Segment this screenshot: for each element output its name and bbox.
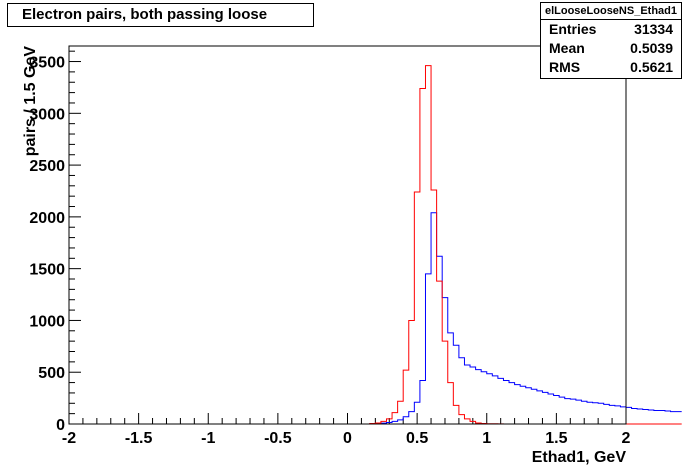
histogram-series-blue — [69, 212, 682, 425]
y-tick-label: 1500 — [29, 262, 65, 279]
x-tick-label: -0.5 — [264, 430, 292, 447]
stats-mean-label: Mean — [549, 40, 585, 56]
x-tick-label: 1 — [482, 430, 491, 447]
x-axis-label: Ethad1, GeV — [532, 449, 627, 466]
x-tick-label: 0 — [343, 430, 352, 447]
stats-entries-label: Entries — [549, 21, 597, 37]
chart-title: Electron pairs, both passing loose — [7, 3, 314, 27]
stats-row-mean: Mean 0.5039 — [541, 39, 681, 58]
x-tick-label: -1 — [201, 430, 215, 447]
histogram-series-red — [69, 65, 682, 425]
stats-rms-label: RMS — [549, 59, 581, 75]
plot-frame — [68, 45, 627, 425]
y-tick-marks — [69, 50, 81, 425]
x-tick-label: -2 — [62, 430, 76, 447]
x-tick-label: -1.5 — [125, 430, 153, 447]
y-tick-label: 2000 — [29, 210, 65, 227]
y-axis-label: pairs / 1.5 GeV — [22, 46, 39, 157]
y-tick-label: 1000 — [29, 313, 65, 330]
x-tick-labels: -2 -1.5 -1 -0.5 0 0.5 1 1.5 2 — [62, 430, 631, 447]
x-tick-label: 1.5 — [545, 430, 567, 447]
y-tick-label: 500 — [38, 365, 65, 382]
stats-rms-value: 0.5621 — [630, 59, 673, 75]
stats-row-rms: RMS 0.5621 — [541, 58, 681, 77]
x-tick-label: 2 — [622, 430, 631, 447]
y-tick-label: 3000 — [29, 106, 65, 123]
series-layer — [69, 65, 682, 425]
x-tick-marks — [68, 413, 627, 424]
y-tick-label: 3500 — [29, 55, 65, 72]
stats-mean-value: 0.5039 — [630, 40, 673, 56]
x-tick-label: 0.5 — [406, 430, 428, 447]
stats-row-entries: Entries 31334 — [541, 20, 681, 39]
y-tick-label: 2500 — [29, 158, 65, 175]
y-tick-label: 0 — [56, 417, 65, 434]
stats-histogram-name: elLooseLooseNS_Ethad1 — [541, 3, 681, 20]
y-tick-labels: 0 500 1000 1500 2000 2500 3000 3500 — [29, 55, 65, 434]
stats-entries-value: 31334 — [634, 21, 673, 37]
stats-box: elLooseLooseNS_Ethad1 Entries 31334 Mean… — [540, 2, 682, 79]
